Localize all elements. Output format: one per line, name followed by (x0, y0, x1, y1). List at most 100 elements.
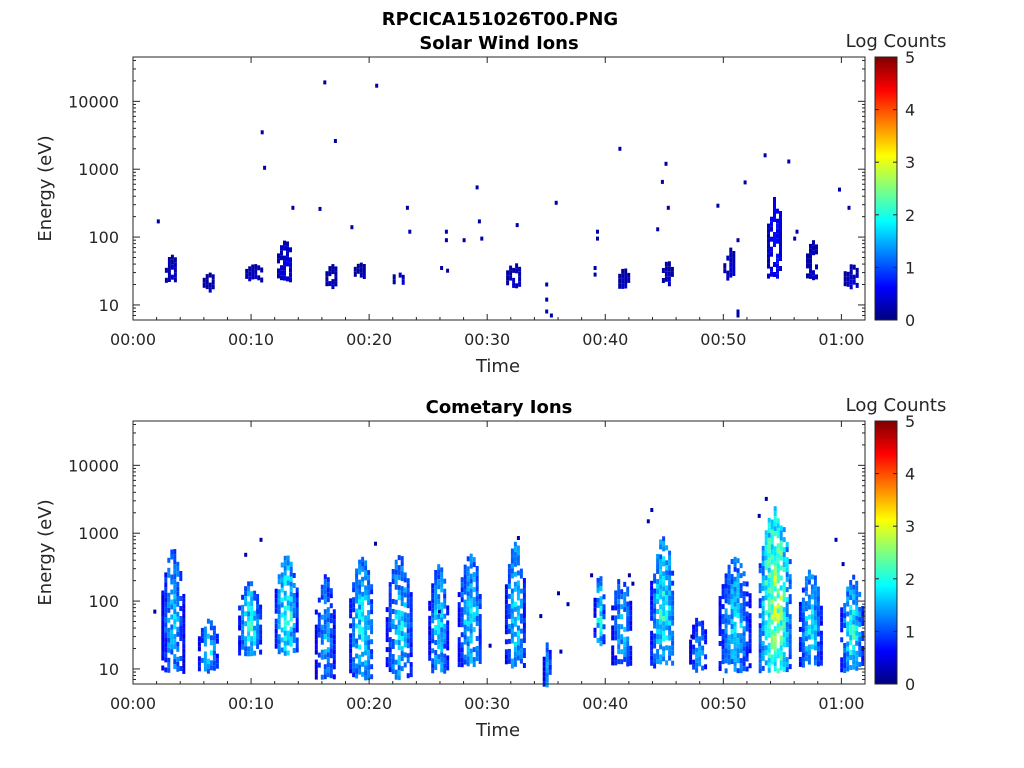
x-axis-label: Time (475, 720, 520, 741)
spectrogram-cell (289, 257, 292, 263)
spectrogram-cell (782, 667, 786, 673)
spectrogram-cell (176, 601, 180, 607)
spectrogram-cell (650, 645, 654, 651)
spectrogram-cell (173, 574, 177, 580)
spectrogram-cell (323, 609, 327, 615)
spectrogram-cell (599, 616, 603, 622)
spectrogram-cell (179, 636, 183, 641)
spectrogram-cell (173, 569, 177, 575)
spectrogram-cell (519, 588, 523, 594)
spectrogram-cell (164, 572, 168, 578)
spectrogram-cell (858, 591, 862, 597)
spectrogram-cell (274, 618, 278, 624)
spectrogram-cell (277, 619, 281, 625)
spectrogram-cell (816, 591, 820, 597)
spectrogram-cell (329, 633, 333, 639)
spectrogram-cell (522, 628, 526, 633)
spectrogram-cell (721, 659, 725, 665)
spectrogram-cell (745, 616, 749, 622)
spectrogram-point (566, 602, 570, 607)
spectrogram-cell (391, 659, 395, 664)
spectrogram-cell (406, 603, 410, 609)
spectrogram-cell (788, 629, 792, 635)
spectrogram-cell (668, 620, 672, 626)
spectrogram-cell (779, 221, 782, 226)
spectrogram-cell (522, 608, 526, 613)
spectrogram-point (841, 562, 845, 567)
spectrogram-cell (545, 667, 549, 673)
spectrogram-cell (510, 603, 514, 609)
spectrogram-cell (846, 591, 850, 597)
spectrogram-cell (385, 647, 389, 653)
spectrogram-cell (692, 629, 696, 635)
spectrogram-cell (443, 663, 447, 669)
spectrogram-cell (164, 582, 168, 588)
spectrogram-cell (659, 564, 663, 570)
spectrogram-cell (513, 551, 517, 557)
spectrogram-cell (292, 573, 296, 578)
spectrogram-cell (843, 618, 847, 623)
spectrogram-cell (349, 648, 353, 654)
spectrogram-point (795, 229, 799, 234)
spectrogram-cell (611, 655, 615, 661)
spectrogram-cell (620, 589, 624, 595)
spectrogram-cell (349, 638, 353, 644)
spectrogram-cell (510, 568, 514, 574)
spectrogram-cell (391, 599, 395, 604)
y-tick-label: 10 (99, 660, 119, 679)
spectrogram-cell (443, 638, 447, 644)
spectrogram-cell (739, 623, 743, 629)
spectrogram-cell (736, 593, 740, 599)
spectrogram-cell (173, 654, 177, 660)
spectrogram-cell (400, 656, 404, 662)
spectrogram-cell (626, 606, 630, 612)
spectrogram-cell (773, 551, 777, 557)
spectrogram-cell (599, 581, 603, 587)
spectrogram-cell (203, 651, 207, 657)
spectrogram-cell (394, 584, 398, 590)
spectrogram-cell (173, 659, 177, 665)
spectrogram-cell (739, 608, 743, 614)
spectrogram-cell (358, 624, 362, 630)
spectrogram-point (477, 219, 481, 224)
spectrogram-cell (164, 667, 168, 673)
spectrogram-cell (295, 597, 299, 603)
spectrogram-cell (617, 614, 621, 620)
spectrogram-cell (656, 554, 660, 559)
spectrogram-cell (617, 589, 621, 595)
spectrogram-cell (809, 253, 812, 259)
spectrogram-cell (545, 677, 549, 683)
spectrogram-cell (788, 634, 792, 640)
spectrogram-cell (289, 636, 293, 642)
spectrogram-cell (469, 588, 473, 594)
spectrogram-cell (206, 668, 210, 674)
spectrogram-cell (730, 559, 734, 564)
spectrogram-cell (788, 614, 792, 620)
spectrogram-cell (466, 646, 470, 652)
spectrogram-cell (785, 562, 789, 568)
spectrogram-cell (277, 639, 281, 645)
spectrogram-cell (403, 622, 407, 628)
spectrogram-cell (403, 592, 407, 598)
spectrogram-cell (466, 651, 470, 657)
spectrogram-cell (352, 582, 356, 588)
spectrogram-cell (718, 661, 722, 666)
spectrogram-cell (849, 269, 853, 275)
spectrogram-cell (283, 245, 286, 251)
spectrogram-point (793, 236, 797, 241)
spectrogram-point (318, 206, 322, 211)
x-tick-label: 01:00 (818, 330, 864, 349)
spectrogram-cell (367, 600, 371, 606)
spectrogram-cell (812, 245, 815, 251)
spectrogram-cell (727, 644, 731, 650)
spectrogram-cell (323, 629, 327, 635)
spectrogram-cell (721, 584, 725, 590)
spectrogram-cell (522, 593, 526, 598)
spectrogram-cell (280, 572, 284, 578)
x-tick-label: 00:50 (700, 694, 746, 713)
spectrogram-cell (767, 602, 771, 608)
spectrogram-cell (478, 604, 482, 609)
spectrogram-cell (504, 629, 508, 635)
spectrogram-cell (394, 569, 398, 575)
spectrogram-cell (798, 606, 802, 612)
